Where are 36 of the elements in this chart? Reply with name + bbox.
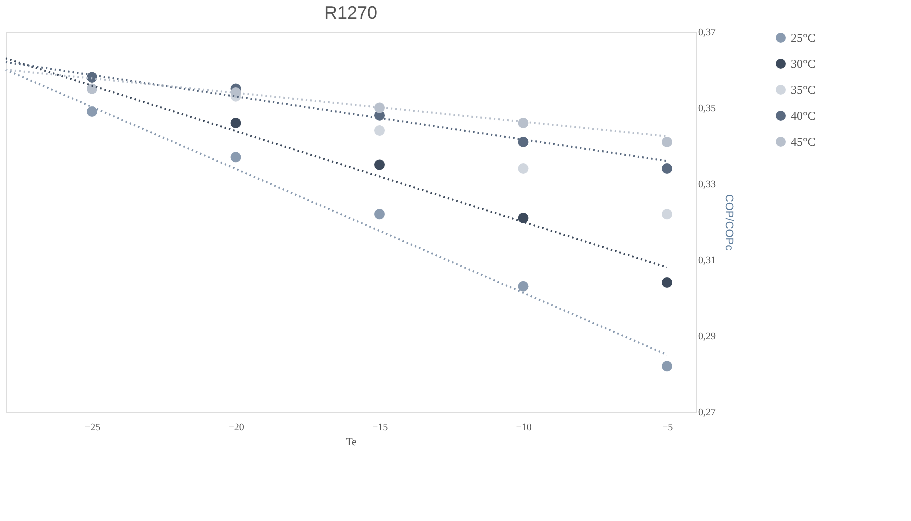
point: [518, 118, 529, 128]
point: [518, 212, 529, 224]
point: [87, 106, 98, 118]
x-tick-label: −15: [372, 422, 388, 434]
point: [662, 164, 672, 174]
point: [662, 361, 672, 372]
x-axis-title: Te: [346, 436, 358, 448]
x-tick-label: −25: [84, 422, 101, 434]
y-axis-title: COP/COPc: [723, 194, 735, 252]
x-tick-label: −5: [662, 422, 674, 434]
point: [662, 209, 672, 220]
y-tick-label: 0,33: [698, 180, 716, 190]
y-tick-label: 0,29: [698, 332, 716, 342]
point: [374, 209, 385, 220]
y-tick-label: 0,37: [698, 28, 716, 38]
point: [518, 164, 529, 174]
point: [662, 278, 672, 288]
x-tick-label: −10: [516, 422, 532, 434]
legend-label: 40°C: [791, 109, 816, 123]
point: [374, 126, 385, 136]
point: [662, 136, 672, 148]
chart-title: R1270: [324, 3, 378, 23]
legend-label: 35°C: [791, 83, 816, 97]
point: [230, 118, 242, 128]
x-tick-label: −20: [228, 422, 244, 434]
point: [374, 160, 385, 170]
point: [518, 281, 529, 292]
point: [518, 136, 529, 148]
legend-label: 30°C: [791, 57, 816, 71]
y-tick-label: 0,35: [698, 104, 716, 114]
point: [230, 152, 242, 163]
y-tick-label: 0,31: [698, 256, 716, 266]
legend-label: 45°C: [791, 135, 816, 149]
legend-label: 25°C: [791, 31, 816, 45]
point: [374, 102, 385, 114]
y-tick-label: 0,27: [698, 408, 716, 418]
